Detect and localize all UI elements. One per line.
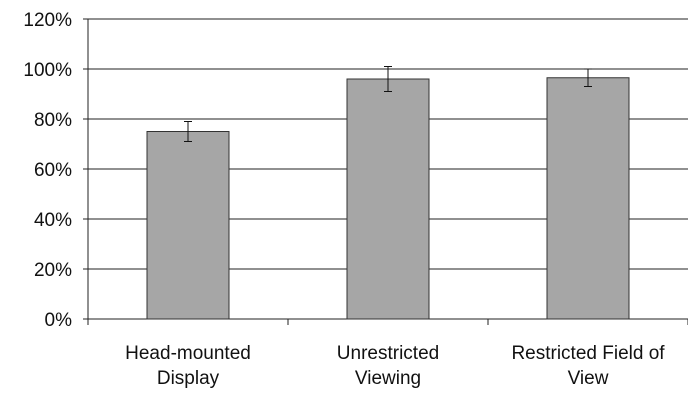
x-category-label-line: Unrestricted bbox=[337, 343, 439, 364]
x-category-label-line: Viewing bbox=[355, 368, 421, 389]
y-tick-label: 40% bbox=[34, 210, 72, 231]
y-tick-label: 80% bbox=[34, 110, 72, 131]
y-tick-label: 100% bbox=[23, 60, 72, 81]
y-tick-label: 120% bbox=[23, 10, 72, 31]
x-category-label: Restricted Field of View bbox=[511, 343, 665, 389]
bars bbox=[146, 77, 630, 320]
x-category-label-line: Restricted Field of bbox=[511, 343, 665, 364]
bar bbox=[546, 77, 630, 320]
x-category-labels: Head-mounted Display Unrestricted Viewing Re… bbox=[125, 343, 665, 389]
x-category-label: Head-mounted Display bbox=[125, 343, 251, 389]
x-category-label: Unrestricted Viewing bbox=[337, 343, 439, 389]
y-tick-label: 20% bbox=[34, 260, 72, 281]
x-category-label-line: View bbox=[568, 368, 609, 389]
error-bars bbox=[184, 66, 592, 142]
y-tick-labels: 0% 20% 40% 60% 80% 100% 120% bbox=[23, 10, 72, 331]
x-category-label-line: Head-mounted bbox=[125, 343, 251, 364]
bar bbox=[146, 131, 230, 320]
bar bbox=[346, 78, 430, 320]
x-category-label-line: Display bbox=[157, 368, 220, 389]
y-tick-label: 60% bbox=[34, 160, 72, 181]
y-tick-label: 0% bbox=[45, 310, 73, 331]
